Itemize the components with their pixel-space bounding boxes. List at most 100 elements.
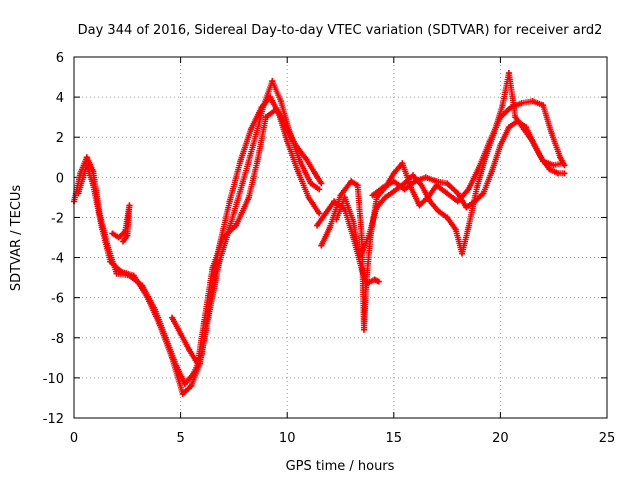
plot-area bbox=[71, 70, 568, 397]
x-tick-label: 15 bbox=[386, 431, 403, 446]
data-point bbox=[454, 190, 461, 197]
data-point bbox=[518, 100, 525, 107]
data-point bbox=[427, 198, 434, 205]
data-point bbox=[373, 204, 380, 211]
data-point bbox=[316, 210, 323, 217]
data-point bbox=[318, 180, 325, 187]
data-point bbox=[360, 326, 367, 333]
data-point bbox=[380, 184, 387, 191]
data-point bbox=[382, 194, 389, 201]
data-point bbox=[156, 320, 163, 327]
data-point bbox=[341, 194, 348, 201]
data-point bbox=[126, 202, 133, 209]
x-axis-label: GPS time / hours bbox=[286, 459, 395, 474]
data-point bbox=[444, 214, 451, 221]
data-point bbox=[169, 314, 176, 321]
data-point bbox=[181, 380, 188, 387]
data-point bbox=[505, 124, 512, 131]
data-point bbox=[262, 114, 269, 121]
data-point bbox=[399, 160, 406, 167]
data-point bbox=[130, 272, 137, 279]
data-point bbox=[117, 268, 124, 275]
data-point bbox=[282, 122, 289, 129]
data-point bbox=[497, 142, 504, 149]
data-point bbox=[401, 180, 408, 187]
data-point bbox=[337, 192, 344, 199]
data-point bbox=[98, 224, 105, 231]
data-point bbox=[480, 190, 487, 197]
data-point bbox=[471, 198, 478, 205]
data-point bbox=[422, 174, 429, 181]
data-point bbox=[409, 172, 416, 179]
data-point bbox=[465, 224, 472, 231]
data-point bbox=[179, 390, 186, 397]
y-tick-label: -2 bbox=[51, 211, 64, 226]
data-point bbox=[303, 156, 310, 163]
data-point bbox=[124, 232, 131, 239]
x-tick-label: 5 bbox=[176, 431, 184, 446]
y-tick-label: 6 bbox=[56, 51, 64, 66]
data-point bbox=[75, 190, 82, 197]
data-point bbox=[390, 170, 397, 177]
y-tick-label: -6 bbox=[51, 292, 64, 307]
series-track-4 bbox=[169, 106, 325, 367]
data-point bbox=[365, 234, 372, 241]
data-point bbox=[412, 178, 419, 185]
data-point bbox=[390, 178, 397, 185]
data-point bbox=[90, 182, 97, 189]
x-tick-label: 20 bbox=[492, 431, 509, 446]
data-point bbox=[463, 204, 470, 211]
data-point bbox=[250, 142, 257, 149]
data-point bbox=[209, 264, 216, 271]
grid bbox=[74, 57, 607, 418]
data-point bbox=[444, 190, 451, 197]
data-point bbox=[194, 360, 201, 367]
data-point bbox=[499, 102, 506, 109]
plot-frame bbox=[73, 56, 608, 419]
data-point bbox=[363, 282, 370, 289]
data-point bbox=[326, 224, 333, 231]
y-tick-label: 0 bbox=[56, 171, 64, 186]
data-point bbox=[296, 158, 303, 165]
series-track-8 bbox=[369, 118, 566, 211]
data-point bbox=[233, 222, 240, 229]
data-point bbox=[529, 98, 536, 105]
data-point bbox=[559, 160, 566, 167]
data-point bbox=[354, 182, 361, 189]
data-point bbox=[177, 330, 184, 337]
data-point bbox=[311, 170, 318, 177]
y-tick-label: -8 bbox=[51, 332, 64, 347]
data-point bbox=[294, 168, 301, 175]
x-tick-label: 0 bbox=[70, 431, 78, 446]
data-point bbox=[269, 78, 276, 85]
data-point bbox=[260, 102, 267, 109]
data-point bbox=[550, 162, 557, 169]
chart-title: Day 344 of 2016, Sidereal Day-to-day VTE… bbox=[78, 23, 603, 38]
data-point bbox=[109, 230, 116, 237]
x-tick-label: 25 bbox=[599, 431, 616, 446]
data-point bbox=[254, 158, 261, 165]
data-point bbox=[418, 182, 425, 189]
data-point bbox=[120, 238, 127, 245]
data-point bbox=[350, 218, 357, 225]
data-point bbox=[143, 292, 150, 299]
data-point bbox=[401, 186, 408, 193]
data-point bbox=[273, 106, 280, 113]
data-point bbox=[540, 158, 547, 165]
data-point bbox=[113, 270, 120, 277]
data-point bbox=[369, 192, 376, 199]
data-point bbox=[277, 98, 284, 105]
data-point bbox=[435, 208, 442, 215]
data-point bbox=[239, 180, 246, 187]
data-point bbox=[540, 102, 547, 109]
data-point bbox=[465, 186, 472, 193]
data-point bbox=[322, 210, 329, 217]
data-point bbox=[491, 130, 498, 137]
y-tick-label: 4 bbox=[56, 91, 64, 106]
data-point bbox=[433, 178, 440, 185]
y-tick-label: -4 bbox=[51, 252, 64, 267]
data-point bbox=[122, 228, 129, 235]
data-point bbox=[314, 222, 321, 229]
